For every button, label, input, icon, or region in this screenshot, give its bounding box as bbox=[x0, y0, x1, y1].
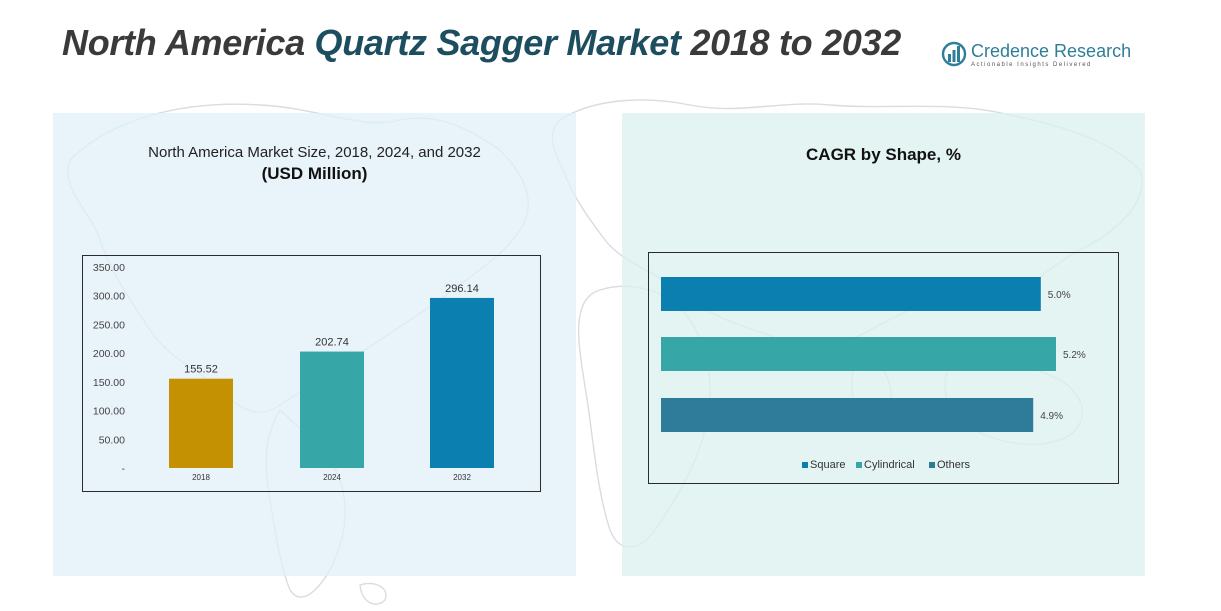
y-tick-label: 300.00 bbox=[93, 291, 125, 303]
title-suffix: 2018 to 2032 bbox=[680, 22, 901, 63]
market-size-bar-chart: - 50.00 100.00 150.00 200.00 250.00 300.00 350.… bbox=[93, 262, 494, 482]
cagr-bar-square bbox=[661, 277, 1041, 311]
market-size-chart-title: North America Market Size, 2018, 2024, a… bbox=[148, 144, 481, 161]
credence-logo-icon bbox=[941, 41, 967, 67]
page-title: North America Quartz Sagger Market 2018 … bbox=[62, 22, 901, 64]
brand-tagline: Actionable Insights Delivered bbox=[971, 61, 1092, 68]
brand-logo-block: Credence Research Actionable Insights De… bbox=[941, 40, 1131, 68]
cagr-bar-chart: 5.0% 5.2% 4.9% Square Cylindrical Others bbox=[661, 277, 1086, 471]
title-prefix: North America bbox=[62, 22, 315, 63]
bar-value-label: 296.14 bbox=[445, 283, 479, 295]
legend-label-square: Square bbox=[810, 459, 845, 471]
bar-2024 bbox=[300, 351, 364, 468]
y-tick-label: 250.00 bbox=[93, 319, 125, 331]
legend-label-others: Others bbox=[937, 459, 971, 471]
legend-swatch-square bbox=[802, 462, 808, 468]
brand-name: Credence Research bbox=[971, 40, 1132, 61]
bar-value-label: 155.52 bbox=[184, 364, 218, 376]
y-tick-label: 150.00 bbox=[93, 377, 125, 389]
x-tick-label: 2024 bbox=[323, 473, 341, 482]
bar-value-label: 202.74 bbox=[315, 337, 349, 349]
y-tick-label: 100.00 bbox=[93, 406, 125, 418]
cagr-bar-others bbox=[661, 398, 1034, 432]
x-tick-label: 2032 bbox=[453, 473, 471, 482]
y-tick-label: 200.00 bbox=[93, 348, 125, 360]
cagr-bar-cylindrical bbox=[661, 337, 1056, 371]
cagr-chart-frame: 5.0% 5.2% 4.9% Square Cylindrical Others bbox=[648, 252, 1119, 484]
cagr-panel: CAGR by Shape, % 5.0% 5.2% 4.9% Square Cylin… bbox=[622, 113, 1145, 576]
cagr-value-label: 5.2% bbox=[1063, 350, 1086, 361]
legend-swatch-others bbox=[929, 462, 935, 468]
y-tick-label: 50.00 bbox=[99, 434, 125, 446]
y-tick-label: 350.00 bbox=[93, 262, 125, 274]
title-accent: Quartz Sagger Market bbox=[314, 22, 681, 63]
bar-2018 bbox=[169, 378, 233, 468]
cagr-chart-title: CAGR by Shape, % bbox=[806, 145, 961, 164]
market-size-chart-frame: - 50.00 100.00 150.00 200.00 250.00 300.00 350.… bbox=[82, 255, 541, 492]
market-size-panel: North America Market Size, 2018, 2024, a… bbox=[53, 113, 576, 576]
bar-2032 bbox=[430, 297, 494, 468]
x-tick-label: 2018 bbox=[192, 473, 210, 482]
cagr-value-label: 5.0% bbox=[1048, 290, 1071, 301]
legend-label-cylindrical: Cylindrical bbox=[864, 459, 915, 471]
y-tick-label: - bbox=[122, 463, 126, 475]
cagr-value-label: 4.9% bbox=[1040, 411, 1063, 422]
legend-swatch-cylindrical bbox=[856, 462, 862, 468]
market-size-chart-unit: (USD Million) bbox=[261, 164, 368, 183]
